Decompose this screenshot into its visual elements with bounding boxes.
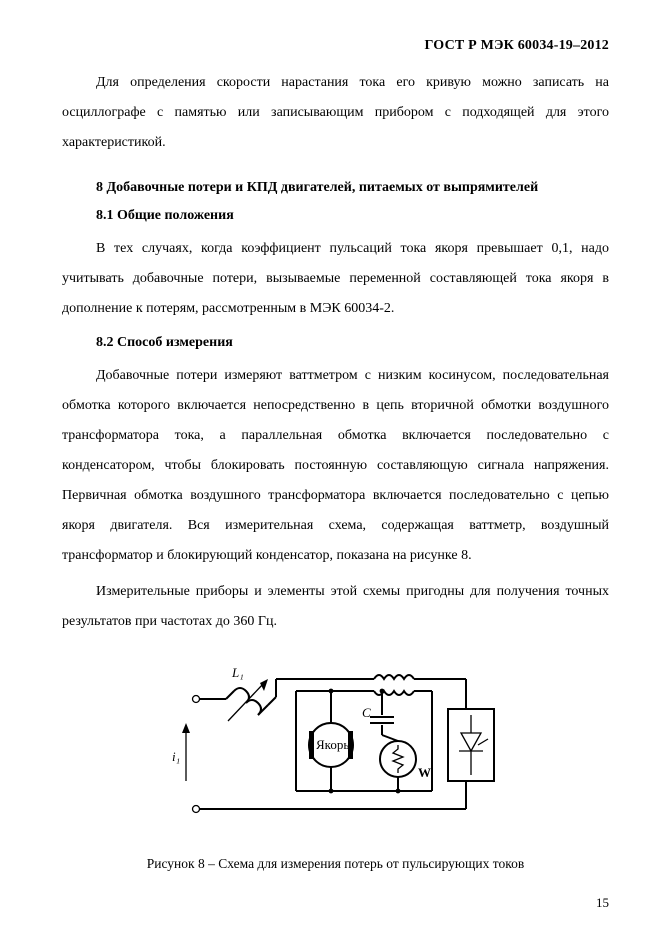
capacitor-c: [370, 691, 394, 735]
figure-8: i₁ L₁: [62, 651, 609, 872]
label-l1: L₁: [231, 665, 244, 680]
figure-8-caption: Рисунок 8 – Схема для измерения потерь о…: [62, 856, 609, 872]
paragraph-intro: Для определения скорости нарастания тока…: [62, 68, 609, 158]
page: ГОСТ Р МЭК 60034-19–2012 Для определения…: [0, 0, 661, 935]
label-i1: i₁: [172, 749, 180, 764]
section-8-1-title: 8.1 Общие положения: [62, 208, 609, 224]
section-8-2-title: 8.2 Способ измерения: [62, 335, 609, 351]
label-w: W: [418, 765, 431, 780]
label-c: C: [362, 705, 371, 720]
paragraph-8-2a: Добавочные потери измеряют ваттметром с …: [62, 361, 609, 572]
wattmeter: [380, 741, 416, 777]
section-8-title: 8 Добавочные потери и КПД двигателей, пи…: [62, 180, 609, 196]
paragraph-8-1: В тех случаях, когда коэффициент пульсац…: [62, 234, 609, 324]
label-armature: Якорь: [316, 737, 349, 752]
rectifier-block: [448, 709, 494, 781]
document-standard-code: ГОСТ Р МЭК 60034-19–2012: [62, 38, 609, 54]
armature: Якорь: [309, 723, 353, 767]
paragraph-8-2b: Измерительные приборы и элементы этой сх…: [62, 577, 609, 637]
inductor-l1: [226, 679, 268, 721]
page-number: 15: [596, 895, 609, 911]
figure-8-diagram: i₁ L₁: [156, 651, 516, 841]
transformer-primary: [374, 675, 414, 679]
